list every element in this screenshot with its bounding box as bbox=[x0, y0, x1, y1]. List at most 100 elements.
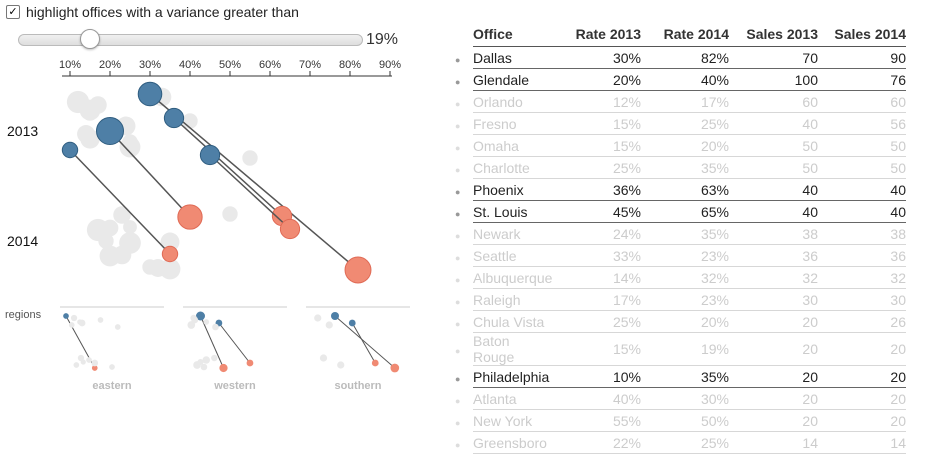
region-faint-point bbox=[337, 361, 345, 369]
table-row[interactable]: ● Charlotte 25% 35% 50 50 bbox=[455, 156, 906, 179]
office-name: Glendale bbox=[473, 68, 553, 91]
sales-2014: 56 bbox=[818, 112, 906, 135]
rate-2013: 45% bbox=[553, 200, 641, 223]
sales-2014: 60 bbox=[818, 90, 906, 113]
rate-2013: 17% bbox=[553, 288, 641, 311]
regions-label: regions bbox=[5, 309, 42, 321]
office-name: Atlanta bbox=[473, 387, 553, 410]
office-name: St. Louis bbox=[473, 200, 553, 223]
faint-point-2014 bbox=[160, 232, 180, 252]
rate-2013: 15% bbox=[553, 134, 641, 157]
table-row[interactable]: ● Seattle 33% 23% 36 36 bbox=[455, 244, 906, 267]
region-faint-point bbox=[211, 354, 218, 362]
row-bullet-icon: ● bbox=[455, 346, 461, 356]
x-tick-label: 40% bbox=[179, 59, 201, 71]
table-row[interactable]: ● Baton Rouge 15% 19% 20 20 bbox=[455, 332, 906, 366]
rate-2013: 24% bbox=[553, 222, 641, 245]
row-bullet-icon: ● bbox=[455, 296, 461, 307]
highlight-toggle[interactable]: ✓ highlight offices with a variance grea… bbox=[6, 4, 299, 20]
col-office[interactable]: Office bbox=[473, 22, 553, 47]
region-faint-point bbox=[109, 364, 115, 370]
rate-2013: 25% bbox=[553, 156, 641, 179]
faint-point-2014 bbox=[113, 206, 131, 224]
office-name: Raleigh bbox=[473, 288, 553, 311]
table-row[interactable]: ● Atlanta 40% 30% 20 20 bbox=[455, 387, 906, 410]
region-slope-line bbox=[334, 315, 396, 369]
variance-slider-track[interactable] bbox=[18, 34, 363, 46]
highlight-checkbox[interactable]: ✓ bbox=[6, 5, 20, 19]
table-row[interactable]: ● Phoenix 36% 63% 40 40 bbox=[455, 178, 906, 201]
table-row[interactable]: ● Greensboro 22% 25% 14 14 bbox=[455, 431, 906, 454]
rate-2014: 32% bbox=[641, 266, 729, 289]
rate-2014: 20% bbox=[641, 310, 729, 333]
region-faint-point bbox=[191, 316, 199, 324]
rate-2014: 30% bbox=[641, 387, 729, 410]
slope-line bbox=[173, 117, 283, 217]
region-faint-point bbox=[86, 357, 92, 363]
col-rate-2014[interactable]: Rate 2014 bbox=[641, 22, 729, 47]
table-row[interactable]: ● Chula Vista 25% 20% 20 26 bbox=[455, 310, 906, 333]
region-faint-point bbox=[187, 321, 196, 329]
row-bullet-icon: ● bbox=[455, 120, 461, 131]
table-row[interactable]: ● Omaha 15% 20% 50 50 bbox=[455, 134, 906, 157]
sales-2014: 20 bbox=[818, 332, 906, 366]
region-faint-point bbox=[200, 363, 208, 371]
table-header-row: Office Rate 2013 Rate 2014 Sales 2013 Sa… bbox=[455, 22, 906, 47]
table-row[interactable]: ● St. Louis 45% 65% 40 40 bbox=[455, 200, 906, 223]
rate-2014: 63% bbox=[641, 178, 729, 201]
variance-slider-handle[interactable] bbox=[80, 29, 101, 49]
slope-line bbox=[69, 149, 171, 255]
rate-2014: 23% bbox=[641, 288, 729, 311]
table-row[interactable]: ● Glendale 20% 40% 100 76 bbox=[455, 68, 906, 91]
label-2013: 2013 bbox=[7, 123, 39, 139]
region-faint-point bbox=[197, 358, 204, 366]
region-faint-point bbox=[77, 319, 83, 325]
faint-point-2014 bbox=[101, 219, 119, 237]
region-slope-line bbox=[351, 322, 376, 364]
rate-2013: 15% bbox=[553, 332, 641, 366]
table-row[interactable]: ● Newark 24% 35% 38 38 bbox=[455, 222, 906, 245]
x-tick-label: 20% bbox=[99, 59, 121, 71]
highlight-label: highlight offices with a variance greate… bbox=[26, 4, 299, 20]
table-row[interactable]: ● New York 55% 50% 20 20 bbox=[455, 409, 906, 432]
col-rate-2013[interactable]: Rate 2013 bbox=[553, 22, 641, 47]
sales-2013: 20 bbox=[729, 365, 818, 388]
table-row[interactable]: ● Philadelphia 10% 35% 20 20 bbox=[455, 365, 906, 388]
rate-2014: 65% bbox=[641, 200, 729, 223]
slope-chart: 10% 20% 30% 40% 50% 60% 70% 80% 90% regions easter… bbox=[5, 59, 410, 392]
table-row[interactable]: ● Dallas 30% 82% 70 90 bbox=[455, 46, 906, 69]
table-row[interactable]: ● Fresno 15% 25% 40 56 bbox=[455, 112, 906, 135]
sales-2013: 70 bbox=[729, 46, 818, 69]
point-2013 bbox=[137, 81, 163, 107]
point-2014 bbox=[177, 204, 203, 230]
sales-2014: 20 bbox=[818, 409, 906, 432]
point-2014 bbox=[279, 218, 301, 240]
rate-2014: 25% bbox=[641, 431, 729, 454]
label-2014: 2014 bbox=[7, 233, 39, 249]
slope-line bbox=[109, 130, 191, 218]
region-point-2014 bbox=[246, 359, 254, 367]
region-point-2014 bbox=[91, 365, 98, 371]
sales-2014: 76 bbox=[818, 68, 906, 91]
row-bullet-icon: ● bbox=[455, 98, 461, 109]
col-sales-2014[interactable]: Sales 2014 bbox=[818, 22, 906, 47]
sales-2013: 36 bbox=[729, 244, 818, 267]
rate-2013: 25% bbox=[553, 310, 641, 333]
rate-2013: 30% bbox=[553, 46, 641, 69]
slope-line bbox=[209, 154, 291, 230]
sales-2014: 40 bbox=[818, 178, 906, 201]
row-bullet-icon: ● bbox=[455, 164, 461, 175]
sales-2014: 32 bbox=[818, 266, 906, 289]
col-sales-2013[interactable]: Sales 2013 bbox=[729, 22, 818, 47]
sales-2013: 50 bbox=[729, 134, 818, 157]
office-name: Orlando bbox=[473, 90, 553, 113]
x-tick-label: 90% bbox=[379, 59, 401, 71]
table-row[interactable]: ● Albuquerque 14% 32% 32 32 bbox=[455, 266, 906, 289]
table-row[interactable]: ● Raleigh 17% 23% 30 30 bbox=[455, 288, 906, 311]
x-tick-label: 50% bbox=[219, 59, 241, 71]
variance-threshold-value: 19% bbox=[366, 31, 399, 48]
sales-2014: 36 bbox=[818, 244, 906, 267]
row-bullet-icon: ● bbox=[455, 274, 461, 285]
table-row[interactable]: ● Orlando 12% 17% 60 60 bbox=[455, 90, 906, 113]
sales-2013: 20 bbox=[729, 409, 818, 432]
